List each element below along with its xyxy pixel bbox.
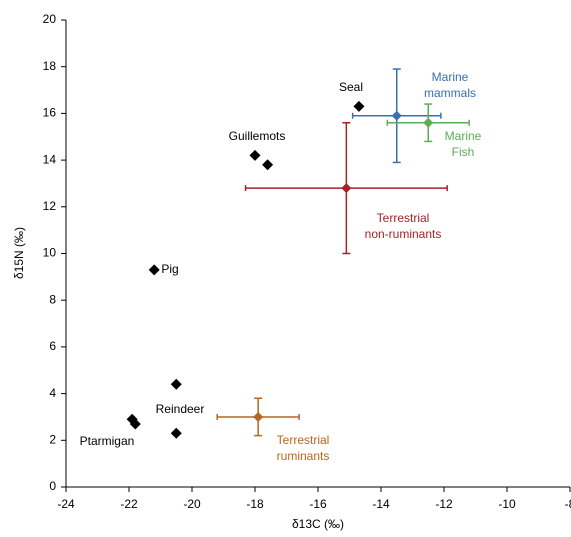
point-label: Reindeer: [156, 402, 205, 416]
group-label: Marine: [445, 129, 482, 143]
y-axis-title: δ15N (‰): [12, 227, 26, 279]
y-tick-label: 2: [49, 432, 56, 446]
x-tick-label: -16: [309, 497, 327, 511]
point-label: Guillemots: [229, 129, 286, 143]
y-tick-label: 6: [49, 339, 56, 353]
group-mean: [253, 411, 264, 422]
group-label: non-ruminants: [365, 227, 442, 241]
y-tick-label: 18: [43, 59, 57, 73]
y-tick-label: 20: [43, 12, 57, 26]
point: [262, 159, 274, 171]
point: [249, 149, 261, 161]
y-tick-label: 12: [43, 199, 57, 213]
group-label: Fish: [452, 145, 475, 159]
x-tick-label: -14: [372, 497, 390, 511]
group-label: Marine: [432, 70, 469, 84]
x-tick-label: -24: [57, 497, 75, 511]
point-label: Ptarmigan: [80, 434, 135, 448]
x-tick-label: -12: [435, 497, 453, 511]
point: [170, 378, 182, 390]
point-label: Pig: [161, 262, 178, 276]
x-tick-label: -18: [246, 497, 264, 511]
group-mean: [423, 117, 434, 128]
x-tick-label: -8: [565, 497, 571, 511]
y-tick-label: 10: [43, 246, 57, 260]
x-tick-label: -20: [183, 497, 201, 511]
point-label: Seal: [339, 80, 363, 94]
x-axis-title: δ13C (‰): [292, 517, 344, 531]
group-mean: [341, 183, 352, 194]
y-tick-label: 14: [43, 152, 57, 166]
group-label: ruminants: [277, 449, 330, 463]
y-tick-label: 4: [49, 386, 56, 400]
x-tick-label: -22: [120, 497, 138, 511]
x-tick-label: -10: [498, 497, 516, 511]
group-label: Terrestrial: [377, 211, 430, 225]
y-tick-label: 0: [49, 479, 56, 493]
point: [148, 264, 160, 276]
point: [129, 418, 141, 430]
group-label: Terrestrial: [277, 433, 330, 447]
group-label: mammals: [424, 86, 476, 100]
point: [353, 100, 365, 112]
y-tick-label: 16: [43, 106, 57, 120]
group-mean: [391, 110, 402, 121]
point: [170, 427, 182, 439]
y-tick-label: 8: [49, 292, 56, 306]
